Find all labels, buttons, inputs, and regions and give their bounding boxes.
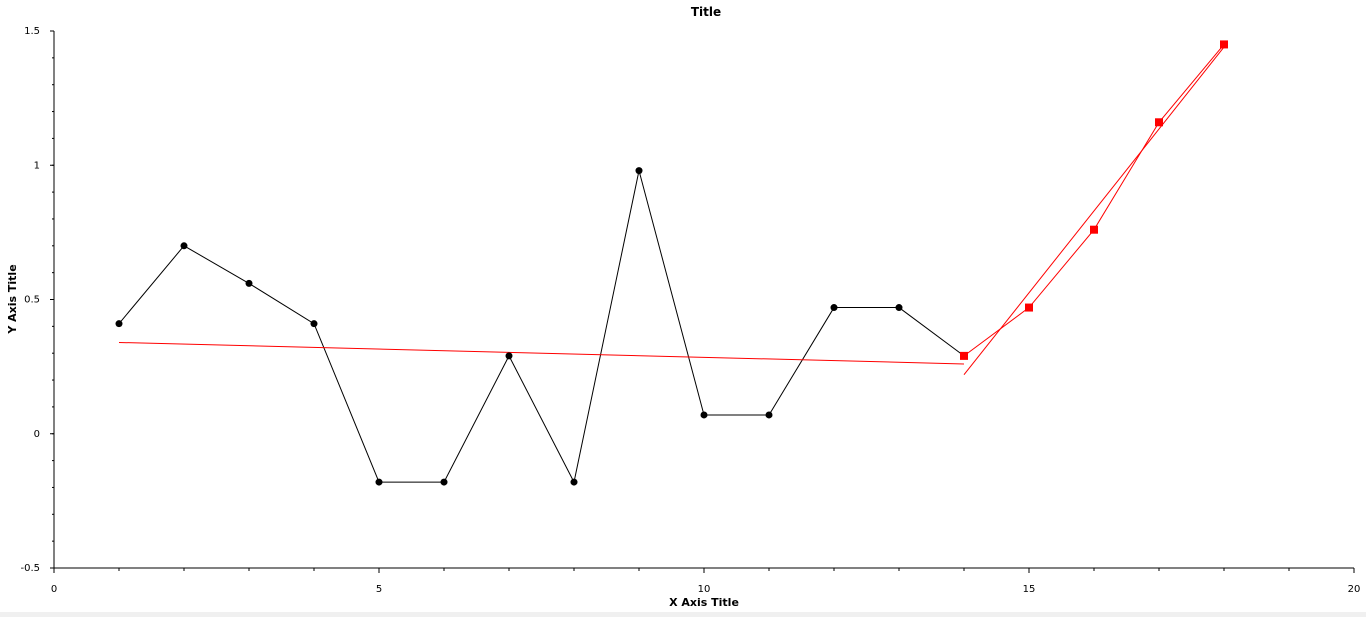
x-tick-label: 5 [376, 584, 382, 595]
y-tick-label: 1 [34, 160, 40, 171]
series-0-point [895, 304, 903, 312]
series-2-line [118, 341, 965, 365]
series-1-line [963, 44, 1225, 357]
y-tick-label: 0.5 [24, 295, 40, 306]
axes: -0.5 0 0.5 1 1.5 0 5 10 15 20 [20, 26, 1360, 595]
series-1-point [960, 351, 968, 360]
y-tick-label: 1.5 [24, 26, 40, 37]
series-0-line [118, 170, 965, 484]
x-tick-label: 15 [1023, 584, 1036, 595]
series-0-point [115, 320, 123, 328]
series-1-point [1220, 40, 1228, 49]
y-tick-label: 0 [34, 429, 40, 440]
series-0-point [505, 352, 513, 360]
x-axis-title: X Axis Title [669, 596, 739, 609]
series-0-point [310, 320, 318, 328]
x-tick-label: 0 [51, 584, 57, 595]
series-layer [115, 40, 1228, 486]
series-0-point [440, 478, 448, 486]
chart-title: Title [691, 5, 721, 19]
series-0-point [375, 478, 383, 486]
x-tick-label: 10 [698, 584, 711, 595]
series-0-point [830, 304, 838, 312]
y-axis-title: Y Axis Title [6, 264, 19, 334]
footer-strip [0, 612, 1366, 617]
series-0-point [570, 478, 578, 486]
series-0-point [700, 411, 708, 419]
series-0-point [635, 167, 643, 175]
y-tick-label: -0.5 [20, 563, 40, 574]
series-0-point [180, 242, 188, 250]
series-0-point [765, 411, 773, 419]
series-1-point [1090, 225, 1098, 234]
series-1-point [1025, 303, 1033, 312]
series-3-line [963, 46, 1225, 375]
series-0-point [245, 279, 253, 287]
x-tick-label: 20 [1348, 584, 1361, 595]
series-1-point [1155, 118, 1163, 127]
